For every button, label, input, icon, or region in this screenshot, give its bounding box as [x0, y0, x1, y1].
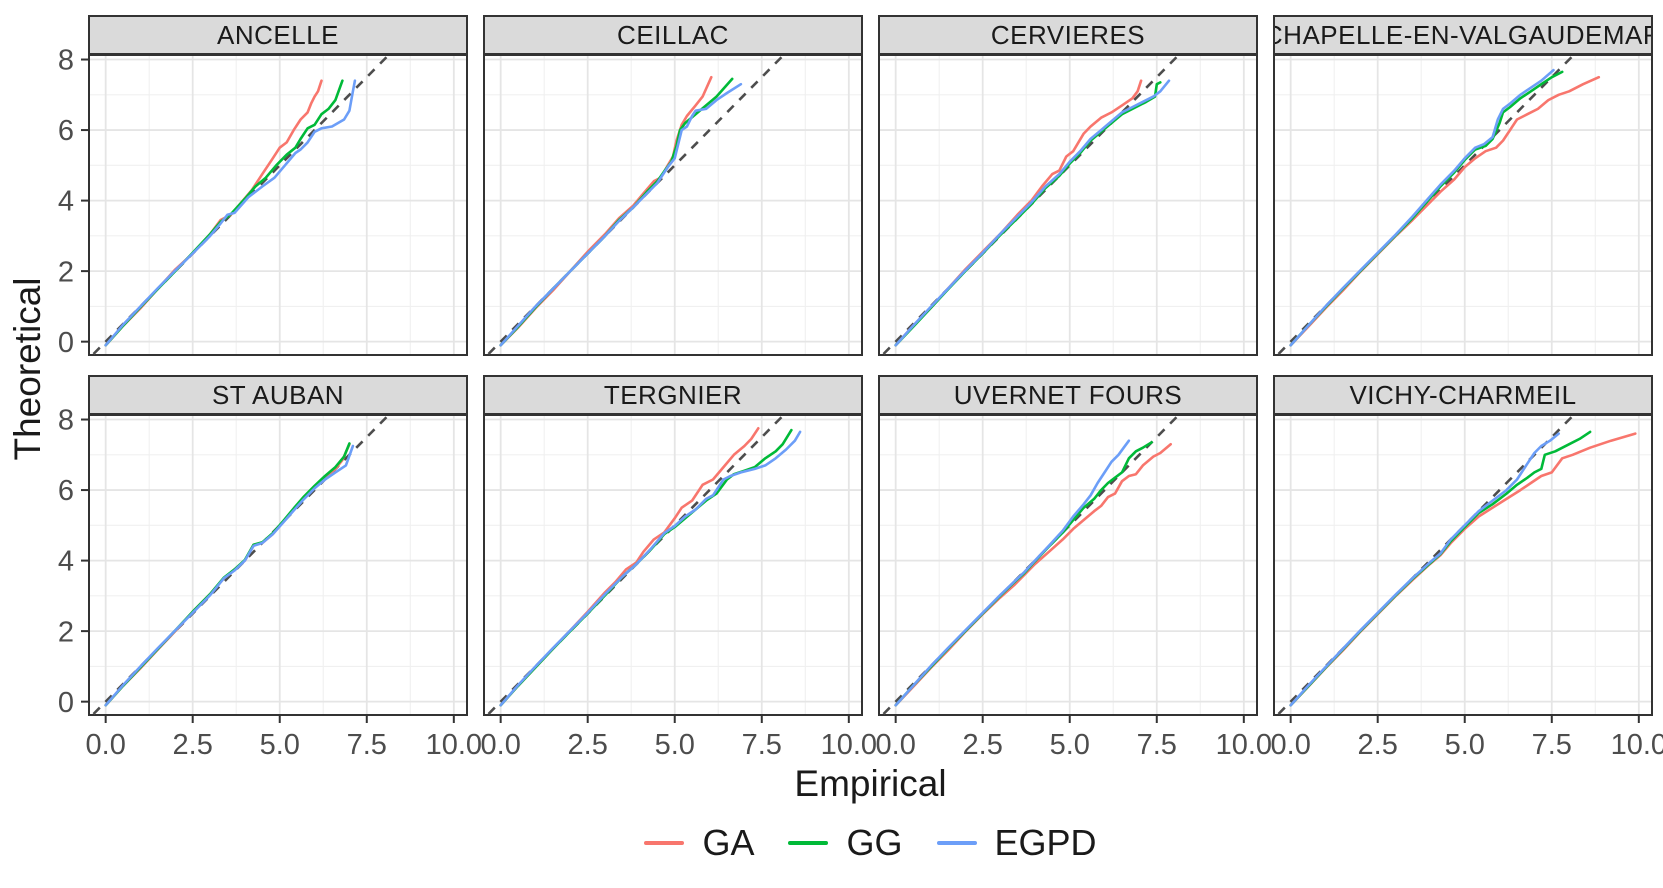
x-tick-label: 10.0	[1216, 729, 1272, 761]
facet-plot-area: 0 2 4 6 8	[58, 45, 468, 359]
x-tick-label: 2.5	[1358, 729, 1398, 761]
facet-plot-area: 0.0 2.5 5.0 7.5 10.0	[876, 415, 1272, 761]
y-tick-label: 8	[58, 45, 74, 77]
series-line-gg	[894, 81, 1162, 347]
series-line-egpd	[104, 444, 355, 707]
series-line-ga	[1289, 432, 1637, 707]
legend-item-gg: GG	[788, 822, 903, 864]
facet-uvernet-fours: UVERNET FOURS 0.0 2.5 5.0 7.5 10.0	[876, 375, 1272, 761]
x-tick-label: 0.0	[1271, 729, 1311, 761]
x-tick-label: 10.0	[821, 729, 877, 761]
x-tick-label: 0.0	[876, 729, 916, 761]
x-tick-label: 7.5	[1137, 729, 1177, 761]
facet-strip: TERGNIER	[483, 375, 863, 415]
facet-ceillac: CEILLAC	[483, 15, 863, 357]
y-tick-label: 0	[58, 687, 74, 719]
facet-strip-label: ST AUBAN	[211, 379, 345, 410]
legend-label: EGPD	[994, 822, 1097, 863]
legend-item-ga: GA	[644, 822, 754, 864]
facet-plot-area	[1273, 55, 1653, 356]
x-tick-label: 5.0	[655, 729, 695, 761]
facet-strip: CHAPELLE-EN-VALGAUDEMAR	[1273, 15, 1653, 55]
legend: GA GG EGPD	[88, 822, 1653, 864]
legend-line-swatch-gg	[788, 841, 829, 845]
facet-strip-label: CERVIERES	[990, 19, 1146, 50]
x-tick-label: 7.5	[742, 729, 782, 761]
x-tick-label: 0.0	[86, 729, 126, 761]
facet-strip-label: TERGNIER	[603, 379, 743, 410]
facet-plot-area	[878, 55, 1258, 356]
series-line-egpd	[1289, 68, 1555, 347]
x-tick-label: 7.5	[1532, 729, 1572, 761]
legend-label: GG	[846, 822, 903, 863]
facet-plot-area	[483, 55, 863, 356]
x-tick-label: 2.5	[963, 729, 1003, 761]
x-tick-label: 10.0	[1611, 729, 1663, 761]
facet-vichy-charmeil: VICHY-CHARMEIL 0.0 2.5 5.0 7.5 10.0	[1271, 375, 1663, 761]
y-tick-label: 8	[58, 405, 74, 437]
series-line-egpd	[499, 430, 802, 707]
series-line-egpd	[499, 82, 743, 347]
series-line-egpd	[894, 439, 1131, 707]
facet-plot-area: 0 2 4 6 8 0.0 2.5 5.0 7.5 10.0	[58, 405, 482, 761]
y-tick-label: 6	[58, 115, 74, 147]
facet-cervieres: CERVIERES	[878, 15, 1258, 357]
y-tick-label: 4	[58, 186, 74, 218]
y-axis-title: Theoretical	[7, 277, 48, 461]
facet-strip-label: CEILLAC	[617, 19, 729, 50]
facet-plot-area: 0.0 2.5 5.0 7.5 10.0	[481, 415, 877, 761]
facet-strip: ANCELLE	[88, 15, 468, 55]
y-tick-label: 2	[58, 256, 74, 288]
x-tick-label: 2.5	[173, 729, 213, 761]
facet-chapelle-en-valgaudemar: CHAPELLE-EN-VALGAUDEMAR	[1273, 15, 1653, 357]
series-line-ga	[499, 75, 713, 347]
x-tick-label: 10.0	[426, 729, 482, 761]
facet-strip: VICHY-CHARMEIL	[1273, 375, 1653, 415]
y-tick-label: 2	[58, 616, 74, 648]
series-line-gg	[1289, 430, 1592, 707]
x-tick-label: 5.0	[260, 729, 300, 761]
facet-strip-label: UVERNET FOURS	[953, 379, 1183, 410]
facet-plot-area: 0.0 2.5 5.0 7.5 10.0	[1271, 415, 1663, 761]
y-tick-label: 0	[58, 327, 74, 359]
facet-strip: UVERNET FOURS	[878, 375, 1258, 415]
x-tick-label: 2.5	[568, 729, 608, 761]
series-line-gg	[1289, 70, 1564, 347]
facet-st-auban: ST AUBAN 0 2 4 6 8 0.0 2.5 5.0 7.5 10.0	[58, 375, 482, 761]
x-tick-label: 5.0	[1445, 729, 1485, 761]
y-tick-label: 6	[58, 475, 74, 507]
x-axis-title: Empirical	[794, 763, 947, 804]
x-tick-label: 5.0	[1050, 729, 1090, 761]
facet-grid: ANCELLE 0 2 4 6 8 CEILLAC CERVIERES CHAPELLE-EN-…	[58, 15, 1663, 761]
facet-ancelle: ANCELLE 0 2 4 6 8	[58, 15, 468, 359]
series-line-egpd	[894, 79, 1171, 347]
facet-tergnier: TERGNIER 0.0 2.5 5.0 7.5 10.0	[481, 375, 877, 761]
series-line-egpd	[104, 79, 357, 347]
legend-line-swatch-ga	[644, 841, 685, 845]
series-line-egpd	[1289, 432, 1561, 707]
legend-item-egpd: EGPD	[936, 822, 1097, 864]
facet-strip: CERVIERES	[878, 15, 1258, 55]
series-line-ga	[104, 79, 323, 347]
facet-strip: CEILLAC	[483, 15, 863, 55]
y-tick-label: 4	[58, 546, 74, 578]
x-tick-label: 0.0	[481, 729, 521, 761]
x-tick-label: 7.5	[347, 729, 387, 761]
facet-strip-label: VICHY-CHARMEIL	[1349, 379, 1577, 410]
facet-strip: ST AUBAN	[88, 375, 468, 415]
legend-line-swatch-egpd	[936, 841, 977, 845]
facet-strip-label: CHAPELLE-EN-VALGAUDEMAR	[1273, 19, 1653, 50]
facet-strip-label: ANCELLE	[217, 19, 339, 50]
legend-label: GA	[702, 822, 755, 863]
